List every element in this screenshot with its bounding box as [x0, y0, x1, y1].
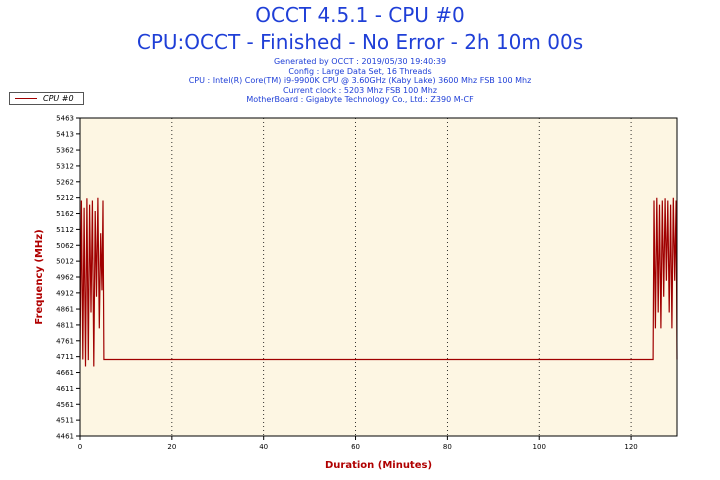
y-tick-label: 5012	[56, 258, 74, 266]
chart-title: OCCT 4.5.1 - CPU #0	[255, 3, 465, 27]
x-tick-label: 60	[351, 443, 360, 451]
y-tick-label: 5212	[56, 194, 74, 202]
y-tick-label: 5262	[56, 178, 74, 186]
y-tick-label: 4461	[56, 433, 74, 441]
y-tick-label: 4912	[56, 289, 74, 297]
plot-area	[80, 118, 677, 436]
chart-legend: CPU #0	[9, 92, 84, 105]
legend-label: CPU #0	[43, 94, 74, 103]
y-tick-label: 4561	[56, 401, 74, 409]
y-tick-label: 4811	[56, 321, 74, 329]
series-line-cpu0	[79, 197, 678, 367]
x-tick-label: 0	[78, 443, 82, 451]
y-tick-label: 4861	[56, 306, 74, 314]
info-line-config: Config : Large Data Set, 16 Threads	[288, 66, 432, 76]
y-tick-label: 5312	[56, 162, 74, 170]
y-tick-label: 5062	[56, 242, 74, 250]
y-tick-label: 5463	[56, 115, 74, 123]
legend-swatch	[15, 98, 37, 99]
y-tick-label: 4761	[56, 337, 74, 345]
x-tick-label: 100	[533, 443, 546, 451]
chart-subtitle: CPU:OCCT - Finished - No Error - 2h 10m …	[136, 30, 584, 54]
y-tick-label: 4511	[56, 417, 74, 425]
info-line-motherboard: MotherBoard : Gigabyte Technology Co., L…	[246, 95, 474, 104]
y-tick-label: 5362	[56, 147, 74, 155]
y-tick-label: 5162	[56, 210, 74, 218]
info-line-clock: Current clock : 5203 Mhz FSB 100 Mhz	[282, 85, 438, 95]
x-tick-label: 40	[259, 443, 268, 451]
info-block: Generated by OCCT : 2019/05/30 19:40:39 …	[0, 57, 720, 105]
x-axis-label: Duration (Minutes)	[325, 460, 432, 471]
x-tick-label: 80	[443, 443, 452, 451]
y-tick-label: 4962	[56, 274, 74, 282]
y-tick-label: 4661	[56, 369, 74, 377]
y-tick-label: 4611	[56, 385, 74, 393]
x-tick-label: 120	[624, 443, 637, 451]
x-tick-label: 20	[167, 443, 176, 451]
info-line-cpu: CPU : Intel(R) Core(TM) i9-9900K CPU @ 3…	[188, 76, 532, 85]
y-tick-label: 5112	[56, 226, 74, 234]
y-tick-label: 5413	[56, 130, 74, 138]
y-tick-label: 4711	[56, 353, 74, 361]
info-line-generated: Generated by OCCT : 2019/05/30 19:40:39	[273, 57, 447, 66]
y-axis-label: Frequency (MHz)	[34, 229, 45, 324]
